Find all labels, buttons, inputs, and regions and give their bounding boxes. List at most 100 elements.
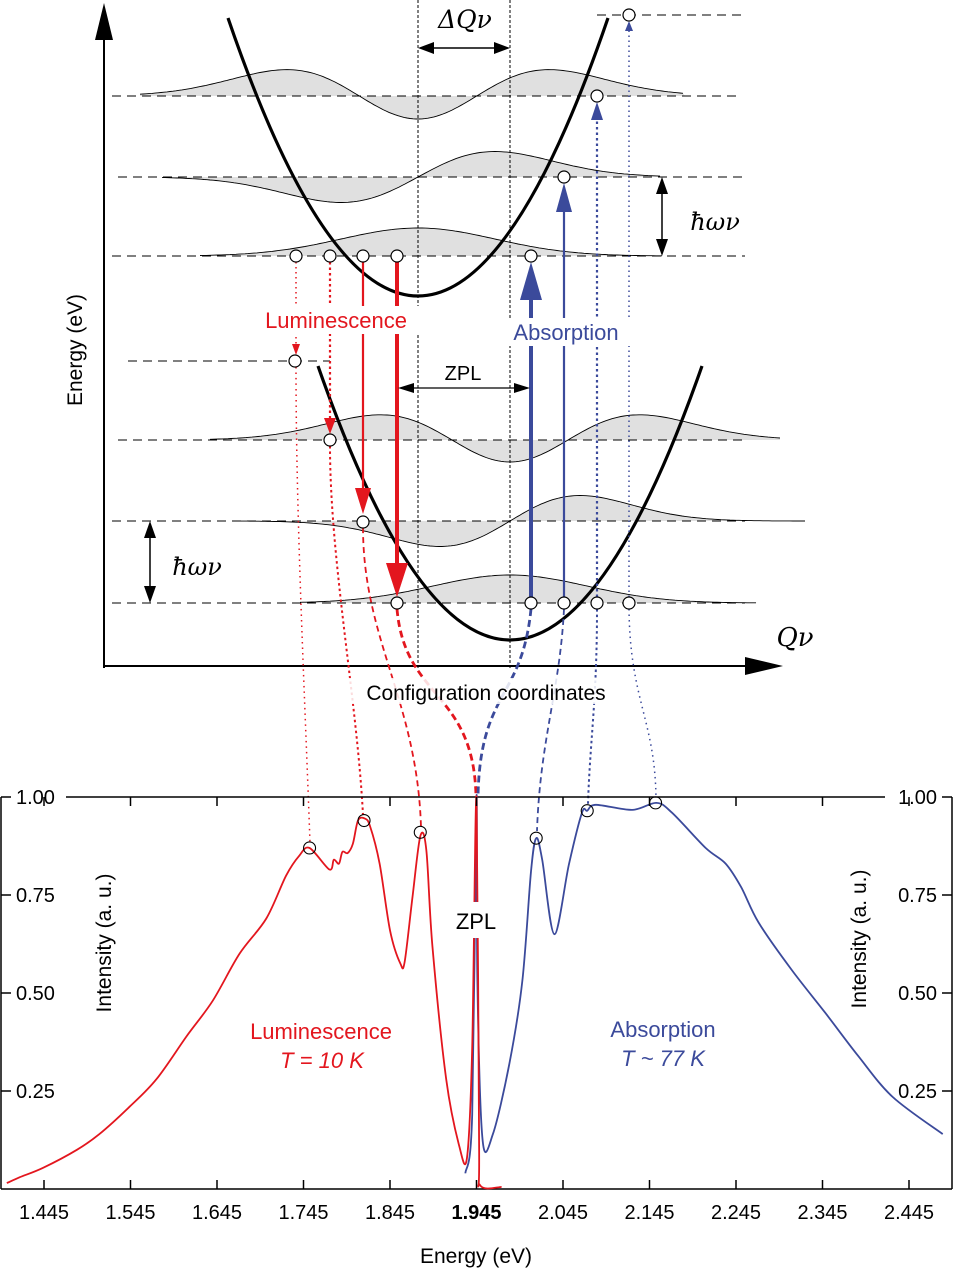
y-tick-label-right: 1.00: [898, 787, 937, 809]
y-tick-label-right: 0.50: [898, 983, 937, 1005]
vibrational-wavefunctions: [139, 69, 805, 604]
luminescence-spectrum-line: [6, 795, 502, 1190]
zpl-label-bg: [446, 902, 506, 938]
y-tick-label-left: 0.75: [16, 885, 55, 907]
ground-state-parabola: [316, 365, 704, 642]
arrowhead-icon: [386, 563, 408, 597]
excited-wavefunction-2-fill: [140, 69, 685, 119]
level-marker: [390, 249, 404, 263]
ground-wavefunction-0: [299, 574, 756, 604]
configuration-coordinate-diagram: ΔQν ħων ħων: [64, 0, 814, 844]
ground-wavefunction-2-fill: [210, 414, 780, 462]
excited-wavefunction-1: [162, 151, 661, 203]
level-marker: [524, 249, 538, 263]
phonon-energy-arrow-upper: [656, 177, 668, 256]
x-tick-label: 1.545: [105, 1202, 155, 1224]
y-axis-label-left: Intensity (a. u.): [93, 874, 116, 1013]
absorption-label-bg: [499, 318, 633, 346]
ground-wavefunction-1: [235, 495, 805, 547]
energy-axis-label: Energy (eV): [64, 294, 87, 406]
absorption-spectrum-line: [464, 794, 944, 1174]
x-tick-label: 1.745: [278, 1202, 328, 1224]
axis-ticks: 1.445 1.545 1.645 1.745 1.845 1.945 2.045 2.145…: [1, 787, 952, 1224]
x-tick-label: 2.045: [538, 1202, 588, 1224]
luminescence-peak-marker: [357, 813, 371, 828]
excited-wavefunction-2: [139, 69, 684, 120]
x-tick-label: 1.445: [19, 1202, 69, 1224]
level-marker: [356, 515, 370, 529]
x-tick-label: 2.245: [711, 1202, 761, 1224]
luminescence-series-label: Luminescence: [250, 1019, 392, 1044]
level-marker: [524, 596, 538, 610]
x-tick-label: 1.945: [451, 1202, 501, 1224]
excited-wavefunction-0-fill: [200, 228, 662, 256]
y-tick-label-left: 0.50: [16, 983, 55, 1005]
absorption-series-label: Absorption: [610, 1017, 715, 1042]
q-axis-symbol: Qν: [776, 623, 813, 653]
q-axis-arrow-icon: [745, 657, 783, 675]
level-marker: [390, 596, 404, 610]
x-tick-label: 2.345: [797, 1202, 847, 1224]
x-tick-label: 2.445: [884, 1202, 934, 1224]
y-tick-label-right: 0.75: [898, 885, 937, 907]
configuration-coordinates-label: Configuration coordinates: [366, 682, 605, 705]
x-tick-label: 1.645: [192, 1202, 242, 1224]
y-axis-label-right: Intensity (a. u.): [848, 870, 871, 1009]
delta-q-arrow: [418, 42, 510, 54]
absorption-peak-marker: [580, 804, 594, 818]
level-marker: [289, 249, 303, 263]
config-label-bg: [340, 678, 632, 704]
phonon-energy-label-upper: ħων: [690, 208, 740, 236]
level-marker: [323, 433, 337, 447]
plot-series: [6, 794, 944, 1190]
x-tick-label: 2.145: [624, 1202, 674, 1224]
luminescence-connector-1: [362, 526, 422, 828]
arrowhead-icon: [324, 418, 336, 434]
level-marker: [622, 8, 636, 22]
level-marker: [557, 596, 571, 610]
level-marker: [356, 249, 370, 263]
phonon-energy-arrow-lower: [144, 521, 156, 603]
level-marker: [622, 596, 636, 610]
absorption-temperature-label: T ~ 77 K: [621, 1046, 706, 1071]
arrowhead-icon: [292, 344, 300, 355]
absorption-label: Absorption: [513, 320, 618, 345]
arrowhead-icon: [556, 183, 572, 212]
absorption-connector-1: [536, 608, 565, 832]
zpl-diagram-label: ZPL: [445, 363, 482, 385]
absorption-peak-marker: [529, 831, 543, 845]
arrowhead-icon: [520, 262, 542, 300]
y-tick-label-left: 1.00: [16, 787, 55, 809]
absorption-transitions: [520, 21, 633, 597]
luminescence-connector-2: [329, 445, 364, 816]
zpl-chart-label: ZPL: [456, 909, 496, 934]
luminescence-label: Luminescence: [265, 308, 407, 333]
luminescence-peak-marker: [413, 825, 427, 839]
y-tick-label-right: 0.25: [898, 1081, 937, 1103]
absorption-connector-2: [587, 608, 598, 805]
level-marker: [288, 354, 302, 368]
level-marker: [590, 89, 604, 103]
spectrum-chart: 1.445 1.545 1.645 1.745 1.845 1.945 2.045 2.145…: [0, 787, 953, 1268]
arrowhead-icon: [591, 102, 603, 120]
y-tick-label-left: 0.25: [16, 1081, 55, 1103]
level-marker: [323, 249, 337, 263]
luminescence-label-bg: [248, 306, 424, 334]
phonon-energy-label-lower: ħων: [172, 553, 222, 581]
ground-wavefunction-2: [209, 414, 781, 463]
x-axis-label: Energy (eV): [420, 1245, 532, 1268]
absorption-connector-3: [628, 608, 657, 799]
excited-wavefunction-0: [199, 227, 662, 257]
excited-state-parabola: [226, 17, 610, 298]
energy-axis-arrow-icon: [95, 3, 113, 40]
arrowhead-icon: [355, 488, 371, 514]
luminescence-peak-marker: [303, 841, 317, 855]
level-marker: [590, 596, 604, 610]
level-marker: [557, 170, 571, 184]
level-markers: [288, 8, 636, 610]
x-tick-label: 1.845: [365, 1202, 415, 1224]
arrowhead-icon: [625, 21, 633, 31]
zpl-arrow: [398, 383, 530, 393]
delta-q-label: ΔQν: [437, 5, 492, 34]
